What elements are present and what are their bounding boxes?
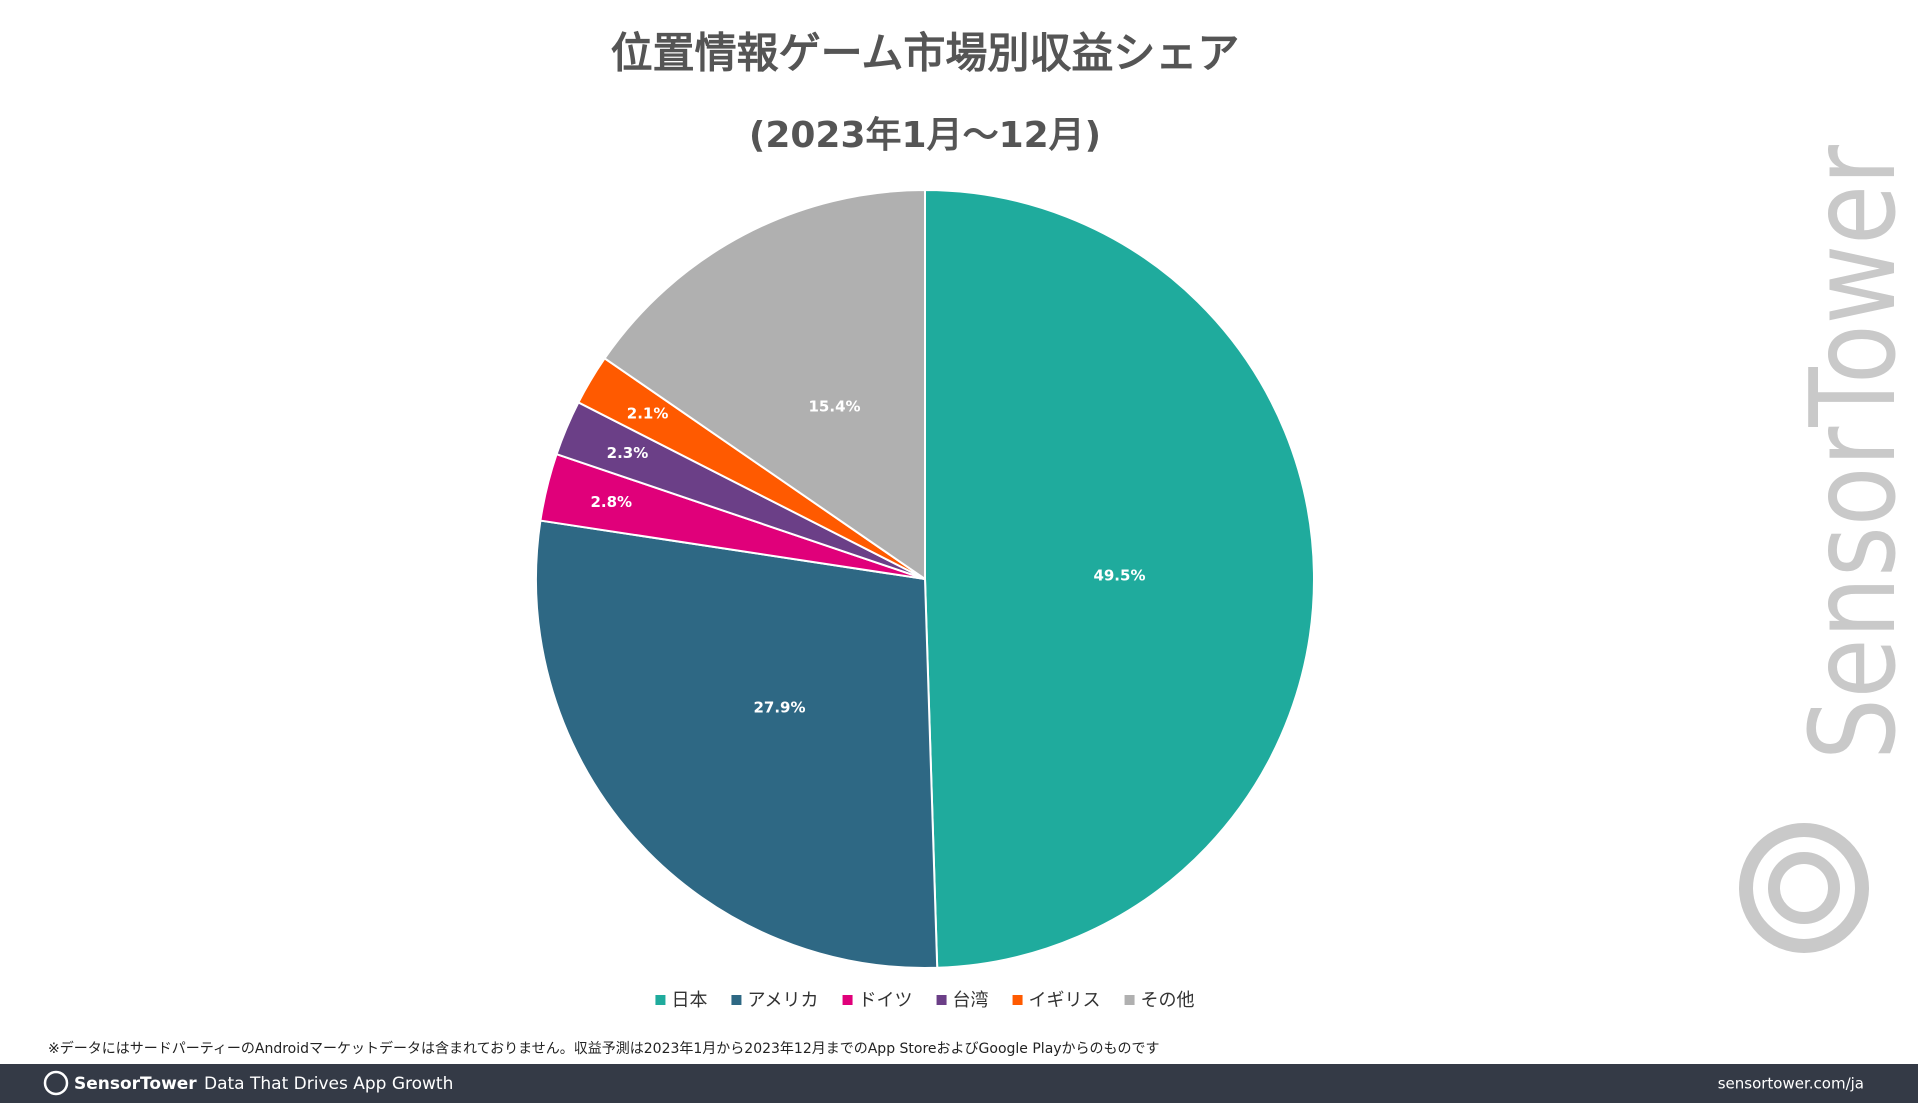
legend-swatch — [936, 995, 947, 1005]
legend-swatch — [731, 995, 742, 1005]
data-label: 27.9% — [753, 699, 805, 717]
legend-label: 日本 — [671, 990, 707, 1011]
footnote: ※データにはサードパーティーのAndroidマーケットデータは含まれておりません… — [48, 1040, 1160, 1057]
chart-title: 位置情報ゲーム市場別収益シェア — [611, 29, 1240, 78]
legend-swatch — [655, 995, 666, 1005]
data-label: 2.3% — [607, 444, 649, 462]
legend-label: アメリカ — [747, 990, 818, 1011]
footer-logo — [43, 1070, 69, 1096]
legend-label: 台湾 — [953, 990, 989, 1011]
footer-bar — [0, 1064, 1918, 1103]
legend-label: その他 — [1141, 990, 1195, 1011]
pie-slice — [924, 188, 1315, 969]
pie-slice — [603, 188, 926, 581]
legend-label: ドイツ — [859, 990, 913, 1011]
data-label: 2.8% — [590, 493, 632, 511]
pie-slice — [535, 519, 939, 969]
legend-label: イギリス — [1029, 990, 1101, 1011]
footer-url: sensortower.com/ja — [1718, 1075, 1864, 1093]
footer-tagline: Data That Drives App Growth — [204, 1074, 453, 1094]
legend-swatch — [1012, 995, 1023, 1005]
legend-swatch — [842, 995, 853, 1005]
chart-subtitle: (2023年1月〜12月) — [749, 115, 1101, 156]
watermark-logo — [1768, 852, 1840, 924]
data-label: 2.1% — [627, 404, 669, 422]
legend-swatch — [1124, 995, 1135, 1005]
footer-brand: SensorTower — [74, 1074, 197, 1094]
legend: 日本 アメリカ ドイツ 台湾 イギリス その他 — [655, 990, 1195, 1011]
watermark: SensorTower — [1739, 145, 1918, 953]
watermark-text: SensorTower — [1784, 145, 1918, 760]
watermark-logo — [1739, 823, 1869, 953]
data-label: 49.5% — [1093, 566, 1145, 584]
data-label: 15.4% — [809, 397, 861, 415]
